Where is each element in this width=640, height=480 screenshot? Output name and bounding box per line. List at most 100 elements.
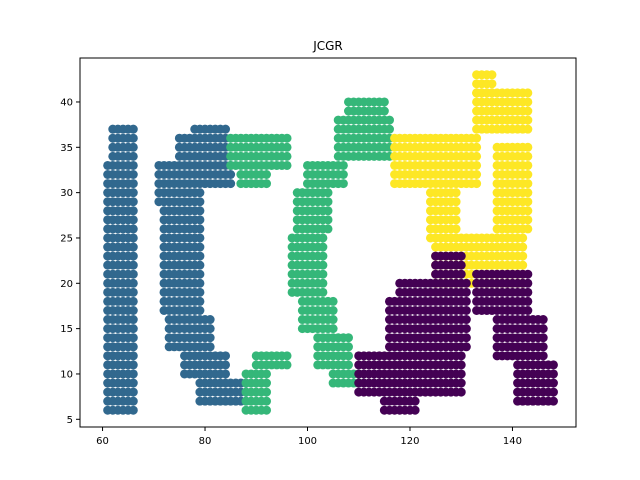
scatter-point xyxy=(472,133,482,143)
scatter-point xyxy=(226,170,236,179)
scatter-point xyxy=(548,369,558,379)
scatter-point xyxy=(318,242,328,252)
scatter-point xyxy=(128,405,138,415)
scatter-point xyxy=(518,233,528,243)
scatter-point xyxy=(318,251,328,261)
scatter-point xyxy=(523,115,533,125)
scatter-point xyxy=(328,306,338,315)
scatter-point xyxy=(282,133,292,143)
scatter-point xyxy=(128,260,138,270)
scatter-point xyxy=(128,369,138,379)
scatter-point xyxy=(128,387,138,397)
scatter-point xyxy=(282,151,292,161)
y-tick-label: 15 xyxy=(60,324,73,335)
x-axis: 60 80 100 120 140 xyxy=(96,427,522,447)
scatter-point xyxy=(282,360,292,370)
scatter-point xyxy=(128,160,138,170)
scatter-point xyxy=(318,269,328,279)
scatter-point xyxy=(195,188,205,198)
scatter-point xyxy=(538,324,548,334)
scatter-point xyxy=(128,306,138,315)
scatter-point xyxy=(128,142,138,152)
x-tick-label: 140 xyxy=(503,436,522,447)
scatter-point xyxy=(456,351,466,361)
scatter-point xyxy=(128,124,138,134)
scatter-point xyxy=(523,151,533,161)
scatter-point xyxy=(128,215,138,225)
scatter-point xyxy=(128,224,138,234)
scatter-point xyxy=(451,197,461,207)
scatter-point xyxy=(128,315,138,325)
scatter-point xyxy=(344,351,353,361)
scatter-point xyxy=(472,151,482,161)
scatter-point xyxy=(195,260,205,270)
scatter-point xyxy=(195,233,205,243)
scatter-point xyxy=(221,124,231,134)
points-layer xyxy=(103,70,558,415)
scatter-point xyxy=(523,188,533,198)
y-tick-label: 20 xyxy=(60,279,73,290)
y-tick-label: 30 xyxy=(60,188,73,199)
scatter-point xyxy=(487,88,497,98)
scatter-point xyxy=(323,188,333,198)
scatter-point xyxy=(461,296,471,306)
scatter-point xyxy=(205,324,215,334)
scatter-point xyxy=(410,405,420,415)
plot-frame xyxy=(79,57,577,428)
scatter-point xyxy=(456,269,466,279)
scatter-point xyxy=(548,360,558,370)
scatter-point xyxy=(456,360,466,370)
scatter-point xyxy=(338,160,348,170)
scatter-point xyxy=(548,396,558,406)
scatter-point xyxy=(128,269,138,279)
scatter-point xyxy=(461,333,471,343)
scatter-point xyxy=(384,124,394,134)
scatter-point xyxy=(338,170,348,179)
scatter-point xyxy=(128,133,138,143)
scatter-point xyxy=(472,160,482,170)
scatter-point xyxy=(128,170,138,179)
scatter-point xyxy=(487,79,497,89)
x-tick-label: 100 xyxy=(298,436,317,447)
scatter-point xyxy=(128,251,138,261)
scatter-point xyxy=(128,179,138,189)
scatter-point xyxy=(456,369,466,379)
scatter-point xyxy=(523,269,533,279)
scatter-point xyxy=(323,215,333,225)
scatter-point xyxy=(282,142,292,152)
scatter-point xyxy=(461,278,471,288)
scatter-point xyxy=(523,296,533,306)
scatter-point xyxy=(518,251,528,261)
scatter-point xyxy=(523,224,533,234)
scatter-point xyxy=(384,115,394,125)
scatter-point xyxy=(472,170,482,179)
scatter-point xyxy=(518,242,528,252)
y-tick-label: 10 xyxy=(60,369,73,380)
scatter-point xyxy=(262,179,272,189)
scatter-point xyxy=(538,315,548,325)
scatter-point xyxy=(282,160,292,170)
scatter-point xyxy=(523,197,533,207)
scatter-point xyxy=(262,405,272,415)
scatter-point xyxy=(523,142,533,152)
scatter-point xyxy=(195,215,205,225)
scatter-point xyxy=(282,351,292,361)
scatter-point xyxy=(128,396,138,406)
y-tick-label: 35 xyxy=(60,143,73,154)
scatter-point xyxy=(205,342,215,352)
scatter-point xyxy=(205,315,215,325)
scatter-point xyxy=(318,287,328,297)
scatter-point xyxy=(262,387,272,397)
scatter-point xyxy=(195,296,205,306)
scatter-point xyxy=(523,206,533,216)
x-tick-label: 80 xyxy=(199,436,212,447)
scatter-point xyxy=(128,287,138,297)
scatter-point xyxy=(128,360,138,370)
scatter-point xyxy=(344,333,353,343)
x-tick-label: 60 xyxy=(96,436,109,447)
scatter-point xyxy=(338,179,348,189)
scatter-point xyxy=(487,70,497,80)
scatter-point xyxy=(328,296,338,306)
scatter-point xyxy=(461,324,471,334)
